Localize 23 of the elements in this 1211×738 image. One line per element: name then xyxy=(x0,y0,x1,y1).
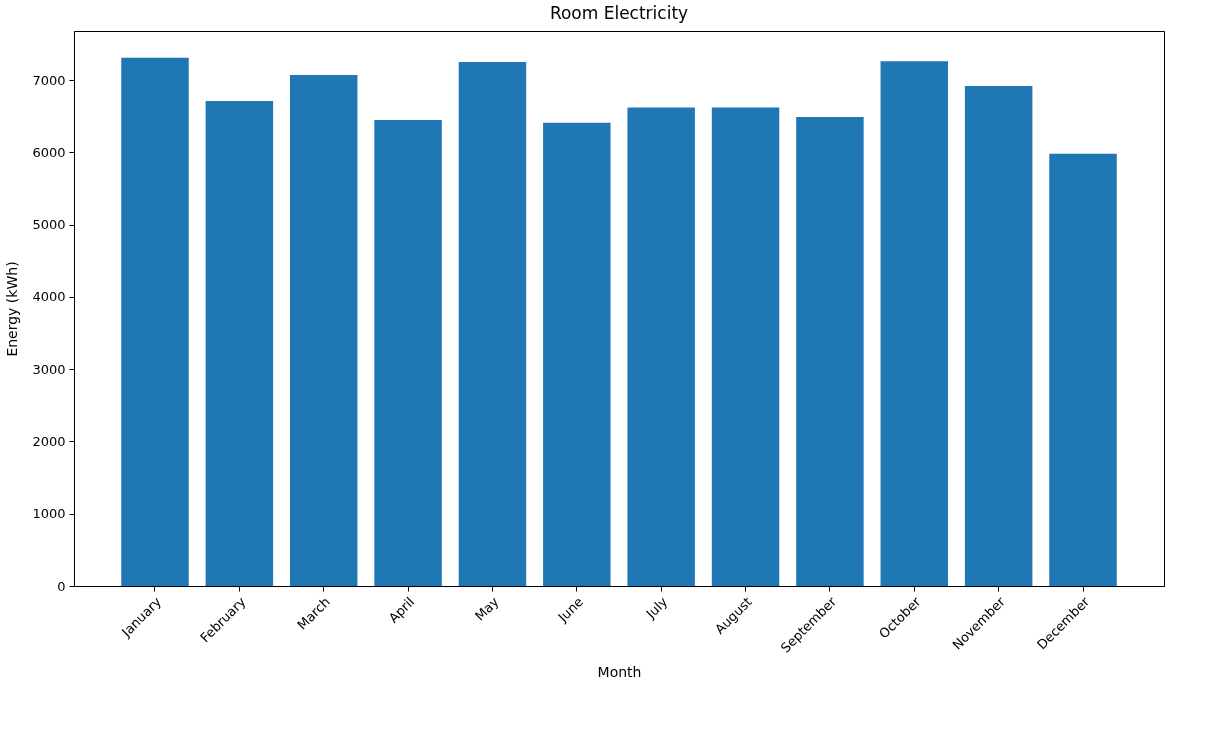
x-axis-title: Month xyxy=(597,663,642,680)
y-axis-title: Energy (kWh) xyxy=(4,261,21,357)
chart-title: Room Electricity xyxy=(549,3,689,23)
bar xyxy=(374,119,442,586)
y-tick-label: 6000 xyxy=(32,144,66,160)
y-tick-label: 1000 xyxy=(32,506,66,522)
y-tick-label: 0 xyxy=(57,578,66,594)
bar xyxy=(458,62,527,586)
y-tick-label: 7000 xyxy=(32,72,66,88)
bar xyxy=(289,75,358,586)
bar xyxy=(627,107,695,586)
bar xyxy=(880,61,949,586)
y-tick-label: 3000 xyxy=(32,361,66,377)
bar xyxy=(205,101,274,586)
bar xyxy=(796,117,864,586)
bar xyxy=(711,107,780,586)
y-tick-label: 5000 xyxy=(32,217,66,233)
bar xyxy=(121,57,189,586)
bar xyxy=(1049,153,1117,586)
bar xyxy=(543,122,611,586)
y-tick-label: 2000 xyxy=(32,433,66,449)
y-tick-label: 4000 xyxy=(32,289,66,305)
bar xyxy=(964,85,1033,586)
